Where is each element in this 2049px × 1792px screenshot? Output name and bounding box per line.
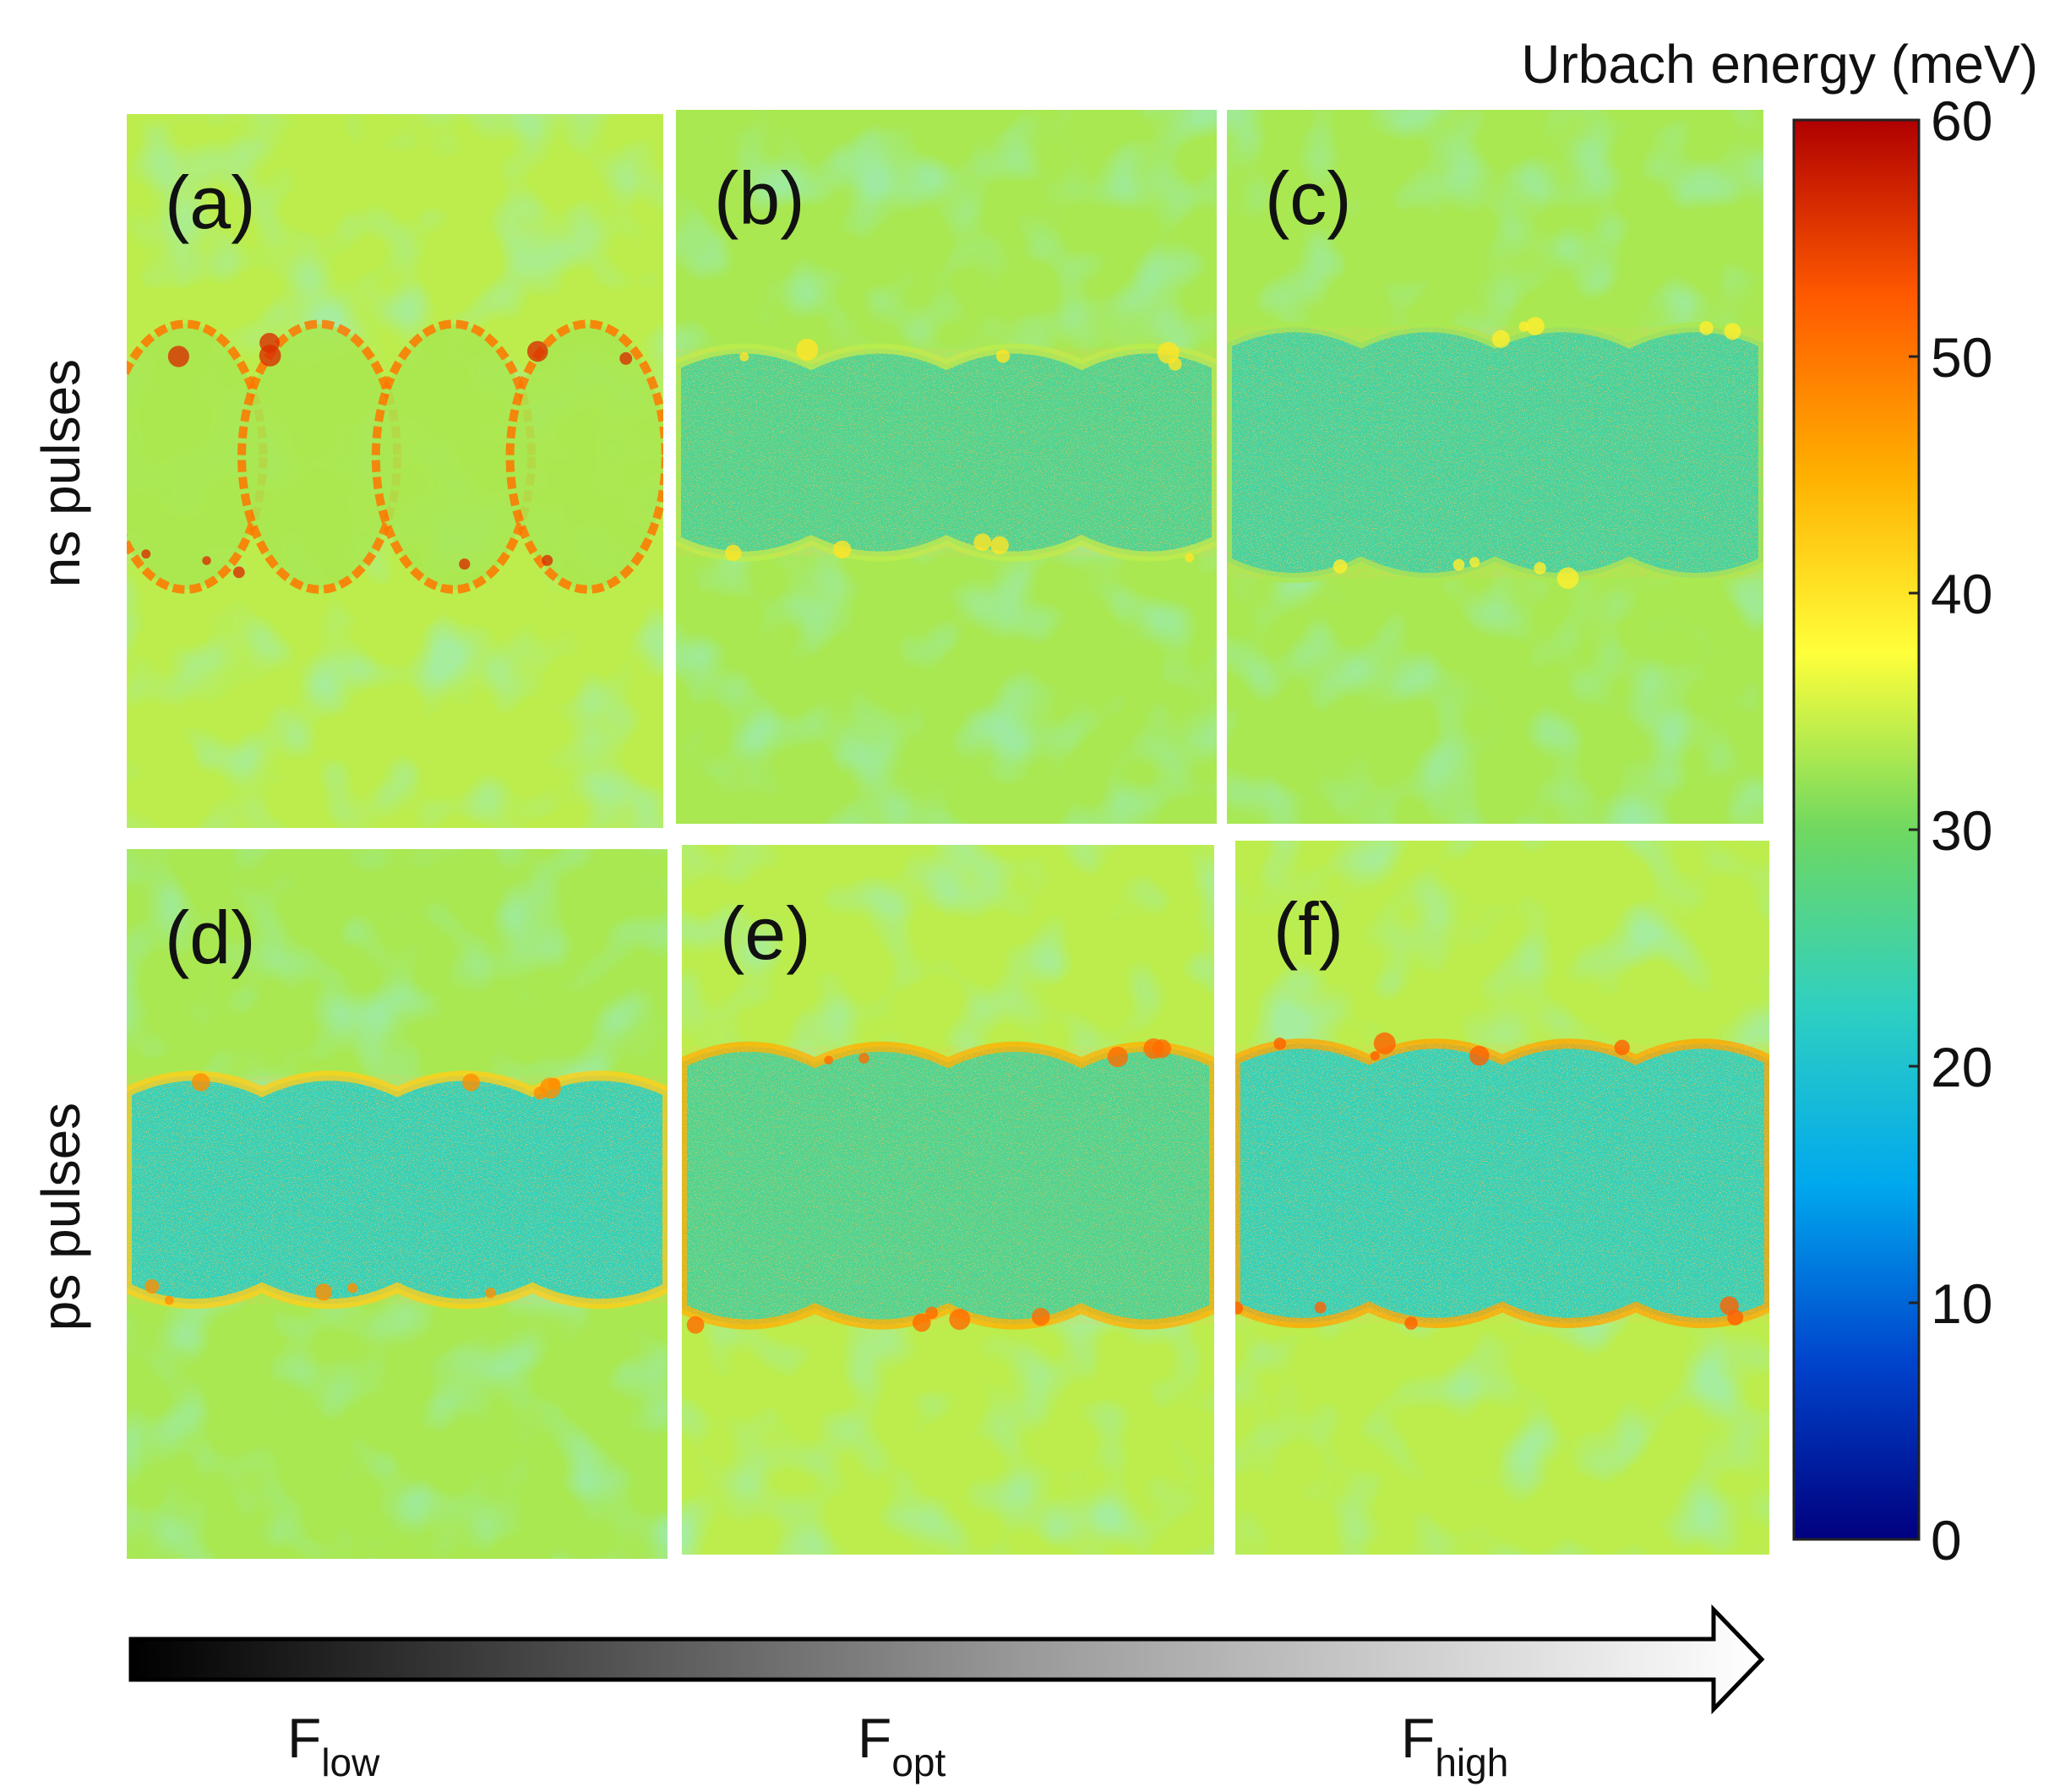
edge-hotspot [141,549,151,559]
edge-hotspot [1032,1307,1050,1326]
track-speckle [676,348,1217,557]
edge-hotspot [347,1283,358,1294]
colorbar-tick-label: 20 [1931,1036,1992,1098]
edge-hotspot [1107,1046,1129,1068]
colorbar: Urbach energy (meV) 0 10 20 30 40 50 60 [1521,34,2038,1571]
edge-hotspot [1273,1037,1287,1050]
heatmap-panel-a: (a) [127,114,663,828]
heatmap-panel-c: (c) [1227,110,1763,824]
heatmap-panels: (a) (b) (c) (d) (e) (f) [127,110,1769,1559]
edge-hotspot [542,554,553,566]
edge-hotspot [858,1053,869,1064]
track-speckle [682,1046,1214,1325]
colorbar-tick-label: 60 [1931,90,1992,152]
edge-hotspot [925,1306,939,1320]
panel-label-a: (a) [165,161,256,244]
edge-hotspot [1469,1045,1490,1066]
colorbar-tick-label: 30 [1931,799,1992,862]
panel-label-e: (e) [720,891,811,975]
panel-label-d: (d) [165,896,256,979]
fluence-label-opt-base: F [858,1707,891,1769]
edge-hotspot [1152,1039,1172,1059]
fluence-label-low-base: F [287,1707,321,1769]
edge-hotspot [995,349,1010,363]
fluence-label-high-base: F [1401,1707,1435,1769]
edge-hotspot [1452,558,1465,571]
panel-label-c: (c) [1265,156,1352,240]
edge-hotspot [314,1283,333,1301]
colorbar-tick-label: 50 [1931,326,1992,389]
colorbar-tick-label: 0 [1931,1509,1962,1571]
fluence-axis: Flow Fopt Fhigh [128,1604,1765,1784]
row-labels: ns pulses ps pulses [30,359,91,1331]
edge-hotspot [824,1055,833,1065]
edge-hotspot [1469,557,1480,568]
edge-hotspot [1314,1301,1327,1314]
edge-hotspot [1534,562,1546,575]
edge-hotspot [164,1295,174,1305]
edge-hotspot [259,332,280,353]
edge-hotspot [912,1313,931,1332]
edge-hotspot [832,540,852,559]
edge-hotspot [739,351,749,362]
edge-hotspot [191,1073,210,1092]
row-label-ps: ps pulses [30,1103,91,1331]
fluence-label-high-sub: high [1435,1740,1508,1784]
fluence-label-opt: Fopt [858,1707,945,1784]
track-ring [505,319,663,594]
edge-hotspot [725,544,742,562]
edge-hotspot [202,556,211,565]
edge-hotspot [1168,357,1182,371]
edge-hotspot [973,533,992,552]
edge-hotspot [232,566,245,579]
edge-hotspot [619,351,633,365]
edge-hotspot [1235,1301,1244,1315]
track-ring [371,319,536,594]
fluence-arrow [128,1604,1765,1715]
edge-hotspot [1373,1032,1396,1054]
edge-hotspot [459,558,471,570]
edge-hotspot [1491,330,1510,348]
edge-hotspot [1724,323,1741,340]
track-speckle [1235,1043,1769,1323]
heatmap-panel-f: (f) [1235,841,1769,1555]
fluence-label-opt-sub: opt [891,1740,945,1784]
edge-hotspot [167,346,189,368]
edge-hotspot [462,1073,480,1092]
heatmap-panel-d: (d) [127,849,668,1559]
edge-hotspot [1185,553,1195,563]
colorbar-tick-label: 40 [1931,563,1992,625]
row-label-ns: ns pulses [30,359,91,587]
track-speckle [127,1076,668,1305]
edge-hotspot [686,1315,705,1334]
fluence-label-low: Flow [287,1707,380,1784]
colorbar-ticks: 0 10 20 30 40 50 60 [1909,90,1992,1571]
edge-hotspot [1526,317,1545,335]
edge-hotspot [1719,1296,1739,1315]
edge-hotspot [949,1309,971,1331]
colorbar-title: Urbach energy (meV) [1521,34,2038,95]
edge-hotspot [1699,321,1714,335]
edge-hotspot [796,338,819,361]
edge-hotspot [1332,559,1348,574]
edge-hotspot [485,1288,496,1299]
colorbar-tick-label: 10 [1931,1272,1992,1335]
edge-hotspot [144,1279,160,1294]
fluence-label-low-sub: low [321,1740,380,1784]
edge-hotspot [990,536,1009,555]
track-speckle [1227,327,1763,579]
edge-hotspot [1614,1039,1630,1056]
heatmap-panel-b: (b) [676,110,1217,824]
edge-hotspot [533,1087,547,1100]
edge-hotspot [1556,567,1579,590]
colorbar-gradient [1792,118,1921,1541]
edge-hotspot [1370,1051,1380,1061]
heatmap-panel-e: (e) [682,845,1214,1555]
panel-label-b: (b) [714,156,805,240]
panel-label-f: (f) [1273,887,1343,971]
fluence-label-high: Fhigh [1401,1707,1508,1784]
edge-hotspot [1404,1316,1418,1330]
edge-hotspot [526,340,548,362]
